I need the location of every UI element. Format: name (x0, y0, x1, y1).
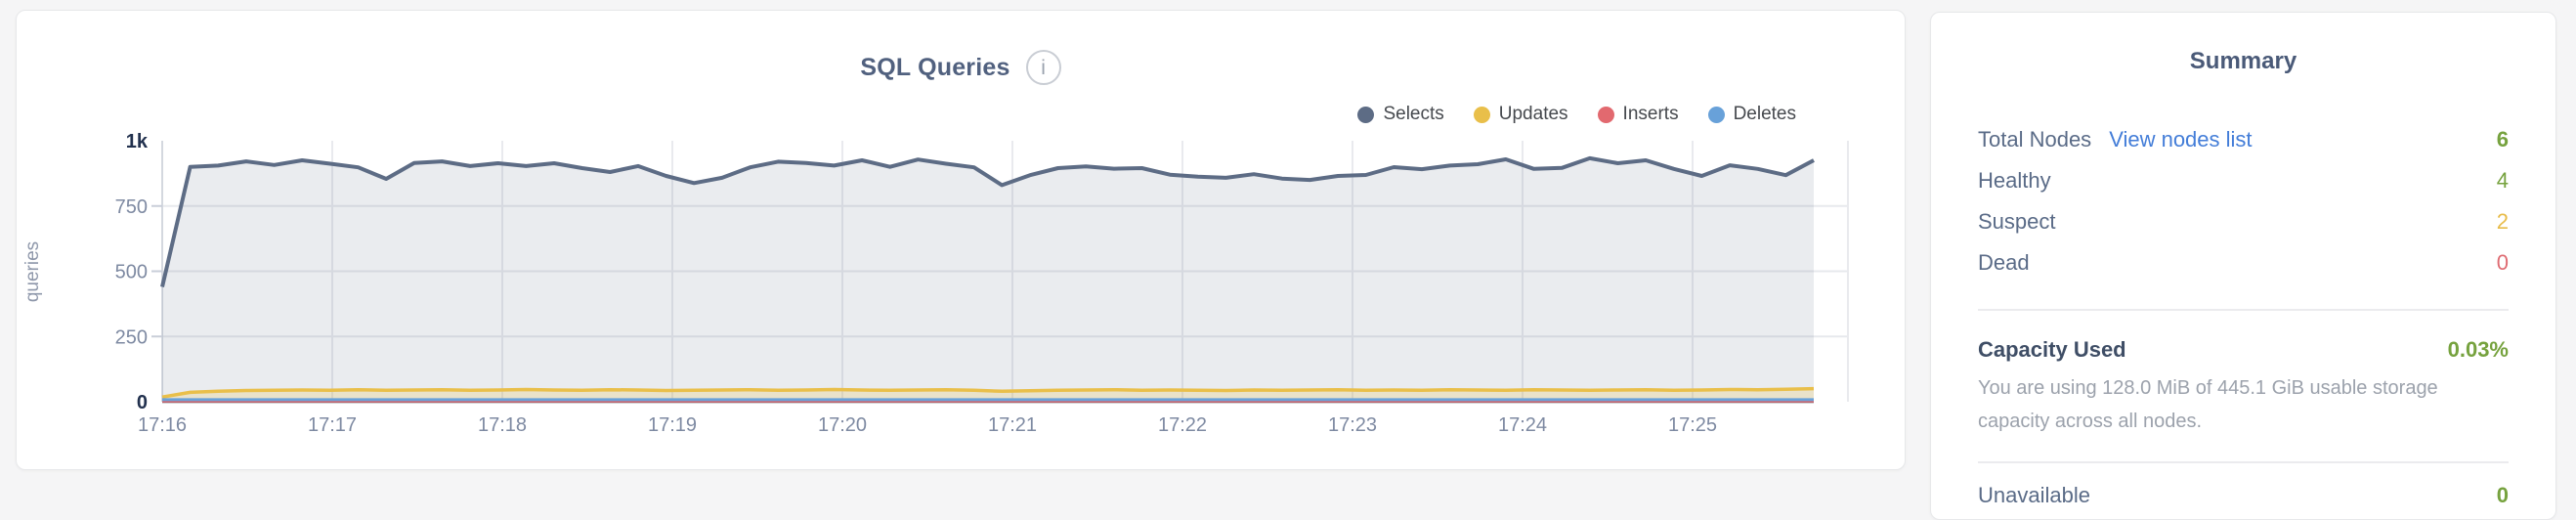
selects-area (162, 157, 1814, 402)
selects-legend-dot-icon (1357, 106, 1375, 123)
sql-queries-chart[interactable]: 1k 750 500 250 017:16 17:17 17:18 17:19 17:20 17:… (17, 11, 1907, 471)
capacity-used-value: 0.03% (2447, 337, 2509, 362)
suspect-label: Suspect (1978, 209, 2056, 234)
divider (1978, 461, 2509, 463)
dead-label: Dead (1978, 250, 2030, 275)
summary-row-total-nodes: Total Nodes View nodes list 6 (1978, 119, 2509, 160)
y-axis-tick-label: 500 (115, 262, 148, 283)
sql-queries-card: SQL Queries i Selects Updates Inserts De… (16, 10, 1906, 470)
legend-item-inserts[interactable]: Inserts (1597, 104, 1679, 125)
healthy-value: 4 (2496, 168, 2509, 193)
unavailable-value: 0 (2496, 483, 2509, 507)
y-axis-tick-label: 1k (126, 131, 149, 152)
y-axis-tick-label: 250 (115, 326, 148, 348)
updates-line (161, 386, 1815, 399)
capacity-used-label: Capacity Used (1978, 337, 2126, 362)
summary-row-healthy: Healthy 4 (1978, 160, 2509, 201)
summary-row-dead: Dead 0 (1978, 242, 2509, 283)
x-axis-tick-label: 17:24 (1498, 414, 1547, 436)
cluster-overview-page: { "colors": { "selects": "#5d6c85", "upd… (16, 10, 2556, 520)
legend-item-deletes[interactable]: Deletes (1707, 104, 1796, 125)
x-axis-tick-label: 17:18 (478, 414, 527, 436)
summary-row-suspect: Suspect 2 (1978, 201, 2509, 242)
dead-value: 0 (2496, 250, 2509, 275)
divider (1978, 309, 2509, 311)
y-axis-tick-label: 0 (137, 392, 148, 413)
chart-header: SQL Queries i (17, 50, 1905, 85)
view-nodes-list-link[interactable]: View nodes list (2109, 127, 2253, 152)
chart-title: SQL Queries (860, 53, 1010, 81)
deletes-legend-dot-icon (1707, 106, 1725, 123)
chart-legend: Selects Updates Inserts Deletes (1357, 104, 1796, 125)
summary-row-capacity: Capacity Used 0.03% (1978, 337, 2509, 362)
legend-label: Updates (1498, 104, 1568, 124)
summary-node-rows: Total Nodes View nodes list 6 Healthy 4 … (1978, 119, 2509, 283)
selects-line (160, 155, 1815, 287)
x-axis-tick-label: 17:17 (308, 414, 357, 436)
legend-label: Selects (1383, 104, 1444, 124)
legend-item-selects[interactable]: Selects (1357, 104, 1444, 125)
x-axis-tick-label: 17:25 (1668, 414, 1717, 436)
x-axis-tick-label: 17:20 (818, 414, 867, 436)
summary-row-unavailable: Unavailable 0 (1978, 475, 2509, 516)
x-axis-tick-label: 17:22 (1158, 414, 1207, 436)
legend-item-updates[interactable]: Updates (1473, 104, 1568, 125)
y-axis-tick-label: 750 (115, 196, 148, 218)
legend-label: Inserts (1622, 104, 1679, 124)
x-axis-tick-label: 17:16 (138, 414, 187, 436)
healthy-label: Healthy (1978, 168, 2051, 193)
x-axis-tick-label: 17:23 (1328, 414, 1377, 436)
suspect-value: 2 (2496, 209, 2509, 234)
summary-title: Summary (2189, 48, 2297, 74)
summary-card: Summary Total Nodes View nodes list 6 He… (1930, 12, 2556, 520)
capacity-description: You are using 128.0 MiB of 445.1 GiB usa… (1978, 377, 2438, 432)
x-axis-tick-label: 17:19 (648, 414, 697, 436)
legend-label: Deletes (1733, 104, 1796, 124)
info-icon[interactable]: i (1025, 50, 1061, 85)
total-nodes-label: Total Nodes (1978, 127, 2092, 152)
x-axis-tick-label: 17:21 (988, 414, 1037, 436)
updates-legend-dot-icon (1473, 106, 1490, 123)
inserts-legend-dot-icon (1597, 106, 1614, 123)
unavailable-label: Unavailable (1978, 483, 2090, 507)
y-axis-title: queries (22, 241, 43, 302)
total-nodes-value: 6 (2496, 127, 2509, 152)
